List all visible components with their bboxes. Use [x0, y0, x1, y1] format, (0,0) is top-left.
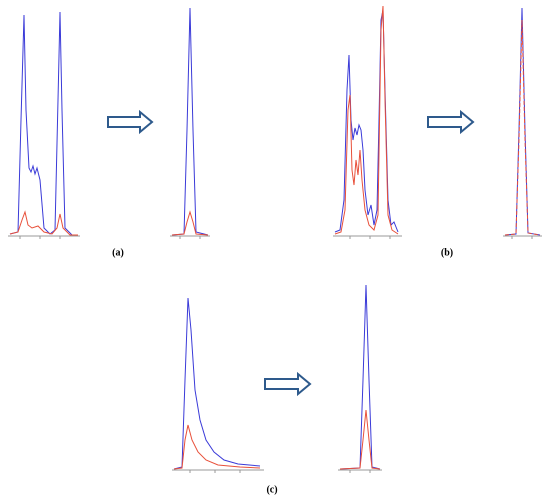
chromatogram-a-before: [8, 11, 80, 239]
chromatogram-c-after: [338, 284, 382, 473]
panel-label: (c): [266, 484, 277, 495]
panel-label: (b): [441, 247, 453, 258]
arrow-c: [264, 371, 312, 397]
arrow-a: [107, 109, 154, 135]
chromatogram-b-after: [503, 7, 542, 239]
chromatogram-c-before: [172, 297, 264, 473]
panel-label: (a): [112, 247, 124, 258]
chromatogram-b-before: [333, 5, 402, 239]
chromatogram-a-after: [170, 7, 210, 239]
arrow-b: [427, 109, 475, 135]
